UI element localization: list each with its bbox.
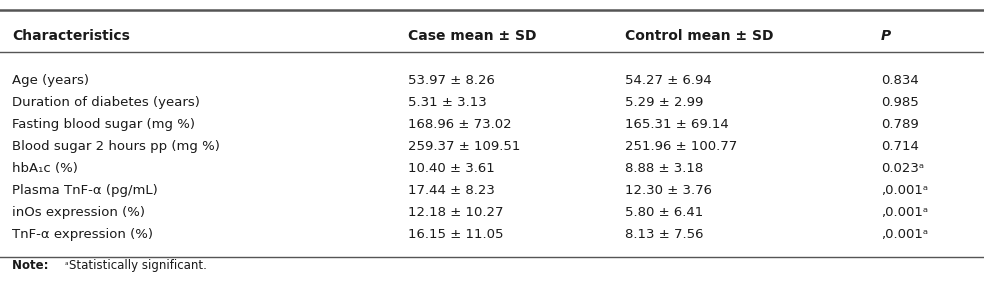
Text: ᵃ: ᵃ xyxy=(64,261,68,270)
Text: Fasting blood sugar (mg %): Fasting blood sugar (mg %) xyxy=(12,118,195,131)
Text: 0.023ᵃ: 0.023ᵃ xyxy=(881,162,924,175)
Text: Blood sugar 2 hours pp (mg %): Blood sugar 2 hours pp (mg %) xyxy=(12,140,219,153)
Text: TnF-α expression (%): TnF-α expression (%) xyxy=(12,228,153,241)
Text: 5.29 ± 2.99: 5.29 ± 2.99 xyxy=(625,96,704,109)
Text: 0.834: 0.834 xyxy=(881,74,918,87)
Text: Plasma TnF-α (pg/mL): Plasma TnF-α (pg/mL) xyxy=(12,184,157,197)
Text: 5.80 ± 6.41: 5.80 ± 6.41 xyxy=(625,206,704,219)
Text: ,0.001ᵃ: ,0.001ᵃ xyxy=(881,206,928,219)
Text: 53.97 ± 8.26: 53.97 ± 8.26 xyxy=(408,74,495,87)
Text: Duration of diabetes (years): Duration of diabetes (years) xyxy=(12,96,200,109)
Text: 0.789: 0.789 xyxy=(881,118,918,131)
Text: 54.27 ± 6.94: 54.27 ± 6.94 xyxy=(625,74,711,87)
Text: hbA₁c (%): hbA₁c (%) xyxy=(12,162,78,175)
Text: inOs expression (%): inOs expression (%) xyxy=(12,206,145,219)
Text: Note:: Note: xyxy=(12,259,52,272)
Text: 16.15 ± 11.05: 16.15 ± 11.05 xyxy=(408,228,504,241)
Text: ,0.001ᵃ: ,0.001ᵃ xyxy=(881,228,928,241)
Text: Statistically significant.: Statistically significant. xyxy=(69,259,207,272)
Text: 8.88 ± 3.18: 8.88 ± 3.18 xyxy=(625,162,704,175)
Text: Characteristics: Characteristics xyxy=(12,29,130,43)
Text: 251.96 ± 100.77: 251.96 ± 100.77 xyxy=(625,140,737,153)
Text: 5.31 ± 3.13: 5.31 ± 3.13 xyxy=(408,96,487,109)
Text: 168.96 ± 73.02: 168.96 ± 73.02 xyxy=(408,118,512,131)
Text: 259.37 ± 109.51: 259.37 ± 109.51 xyxy=(408,140,521,153)
Text: ,0.001ᵃ: ,0.001ᵃ xyxy=(881,184,928,197)
Text: 0.985: 0.985 xyxy=(881,96,918,109)
Text: 12.18 ± 10.27: 12.18 ± 10.27 xyxy=(408,206,504,219)
Text: 0.714: 0.714 xyxy=(881,140,918,153)
Text: 10.40 ± 3.61: 10.40 ± 3.61 xyxy=(408,162,495,175)
Text: P: P xyxy=(881,29,891,43)
Text: 12.30 ± 3.76: 12.30 ± 3.76 xyxy=(625,184,711,197)
Text: Case mean ± SD: Case mean ± SD xyxy=(408,29,537,43)
Text: Control mean ± SD: Control mean ± SD xyxy=(625,29,773,43)
Text: 165.31 ± 69.14: 165.31 ± 69.14 xyxy=(625,118,728,131)
Text: 17.44 ± 8.23: 17.44 ± 8.23 xyxy=(408,184,495,197)
Text: 8.13 ± 7.56: 8.13 ± 7.56 xyxy=(625,228,704,241)
Text: Age (years): Age (years) xyxy=(12,74,89,87)
